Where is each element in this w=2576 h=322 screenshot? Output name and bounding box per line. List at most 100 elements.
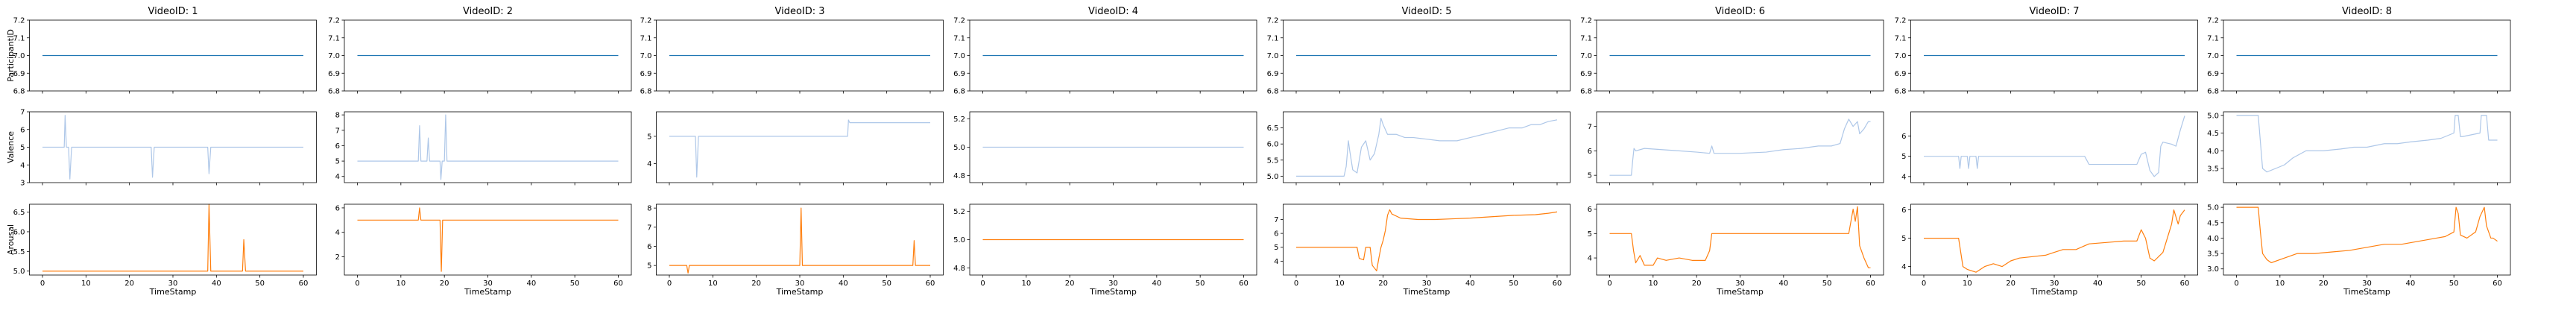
panel-title: VideoID: 1: [148, 6, 198, 17]
x-tick-label: 60: [1239, 280, 1248, 288]
x-tick-label: 10: [81, 280, 91, 288]
y-tick-label: 6.8: [1580, 88, 1592, 96]
x-tick-label: 10: [396, 280, 405, 288]
y-tick-label: 3.0: [2207, 265, 2219, 274]
panel-frame: [2223, 203, 2511, 276]
x-axis-label: TimeStamp: [149, 287, 197, 297]
x-tick-label: 40: [2405, 280, 2415, 288]
x-tick-label: 50: [2449, 280, 2459, 288]
series-line: [1296, 209, 1558, 272]
y-tick-label: 5.0: [953, 144, 965, 152]
x-tick-label: 10: [708, 280, 718, 288]
x-tick-label: 30: [795, 280, 805, 288]
y-tick-label: 7.2: [1895, 17, 1907, 25]
y-tick-label: 7.1: [328, 34, 340, 42]
x-axis-label: TimeStamp: [1716, 287, 1764, 297]
y-tick-label: 5.0: [2207, 204, 2219, 212]
y-tick-label: 5.0: [2207, 112, 2219, 120]
y-tick-label: 4.8: [953, 265, 965, 273]
series-line: [1609, 119, 1871, 176]
y-tick-label: 6.9: [13, 70, 25, 78]
y-tick-label: 6: [1588, 206, 1592, 214]
y-tick-label: 4: [1274, 258, 1278, 266]
panel-frame: [29, 203, 317, 276]
x-tick-label: 0: [1922, 280, 1926, 288]
panel-title: VideoID: 6: [1715, 6, 1765, 17]
y-axis-label: Arousal: [6, 224, 16, 255]
y-tick-label: 6.8: [953, 88, 965, 96]
x-tick-label: 0: [1607, 280, 1611, 288]
panel-title: VideoID: 8: [2342, 6, 2392, 17]
y-tick-label: 4.8: [953, 172, 965, 180]
y-tick-label: 7.0: [1267, 52, 1279, 60]
x-tick-label: 60: [2493, 280, 2502, 288]
y-tick-label: 6: [1274, 230, 1278, 239]
panel-frame: [1283, 111, 1570, 183]
y-tick-label: 7.2: [13, 17, 25, 25]
x-tick-label: 50: [2136, 280, 2146, 288]
y-tick-label: 5.2: [953, 116, 965, 124]
panel-frame: [344, 111, 632, 183]
x-tick-label: 50: [1822, 280, 1832, 288]
y-tick-label: 4: [1588, 255, 1592, 263]
x-tick-label: 40: [839, 280, 848, 288]
panel-title: VideoID: 5: [1401, 6, 1451, 17]
y-tick-label: 7: [1274, 216, 1278, 224]
x-tick-label: 0: [980, 280, 985, 288]
y-tick-label: 7.2: [1267, 17, 1279, 25]
y-tick-label: 6.8: [328, 88, 340, 96]
x-axis-label: TimeStamp: [2030, 287, 2078, 297]
x-tick-label: 20: [124, 280, 134, 288]
x-axis-label: TimeStamp: [1403, 287, 1450, 297]
series-line: [42, 203, 303, 272]
x-tick-label: 40: [212, 280, 221, 288]
y-tick-label: 4.0: [2207, 148, 2219, 156]
x-tick-label: 30: [1422, 280, 1432, 288]
y-tick-label: 5.0: [1267, 173, 1279, 181]
x-tick-label: 30: [2362, 280, 2372, 288]
x-tick-label: 50: [255, 280, 265, 288]
y-tick-label: 7.0: [1580, 52, 1592, 60]
panel-title: VideoID: 4: [1088, 6, 1138, 17]
y-tick-label: 4: [20, 162, 25, 170]
x-tick-label: 10: [2275, 280, 2285, 288]
series-line: [2236, 115, 2498, 173]
y-tick-label: 7.1: [1580, 34, 1592, 42]
y-tick-label: 5: [335, 158, 340, 166]
y-tick-label: 6.9: [1895, 70, 1907, 78]
y-tick-label: 7.0: [640, 52, 652, 60]
series-line: [42, 115, 303, 180]
x-tick-label: 20: [751, 280, 761, 288]
y-tick-label: 6.8: [1267, 88, 1279, 96]
x-tick-label: 30: [1735, 280, 1745, 288]
y-tick-label: 7.0: [328, 52, 340, 60]
y-tick-label: 7.1: [2207, 34, 2219, 42]
y-tick-label: 4: [1901, 263, 1906, 271]
x-tick-label: 0: [2234, 280, 2238, 288]
x-tick-label: 40: [1778, 280, 1788, 288]
panel-frame: [1910, 111, 2198, 183]
y-tick-label: 5.5: [1267, 157, 1279, 165]
y-tick-label: 6.8: [1895, 88, 1907, 96]
y-tick-label: 7.1: [13, 34, 25, 42]
y-tick-label: 7: [335, 127, 340, 135]
y-tick-label: 6: [335, 204, 340, 212]
series-line: [669, 207, 930, 274]
y-tick-label: 6.9: [640, 70, 652, 78]
y-tick-label: 2: [335, 253, 340, 262]
x-tick-label: 30: [2050, 280, 2059, 288]
x-tick-label: 20: [440, 280, 449, 288]
x-tick-label: 50: [1509, 280, 1518, 288]
series-line: [1924, 116, 2185, 177]
series-line: [2236, 206, 2498, 264]
x-tick-label: 0: [1294, 280, 1298, 288]
y-tick-label: 4: [1901, 173, 1906, 181]
y-tick-label: 4.5: [2207, 219, 2219, 227]
series-line: [1609, 206, 1871, 268]
series-line: [357, 114, 619, 180]
y-tick-label: 5: [1274, 244, 1278, 252]
y-tick-label: 6.9: [1267, 70, 1279, 78]
x-axis-label: TimeStamp: [776, 287, 824, 297]
y-tick-label: 6: [1588, 148, 1592, 156]
